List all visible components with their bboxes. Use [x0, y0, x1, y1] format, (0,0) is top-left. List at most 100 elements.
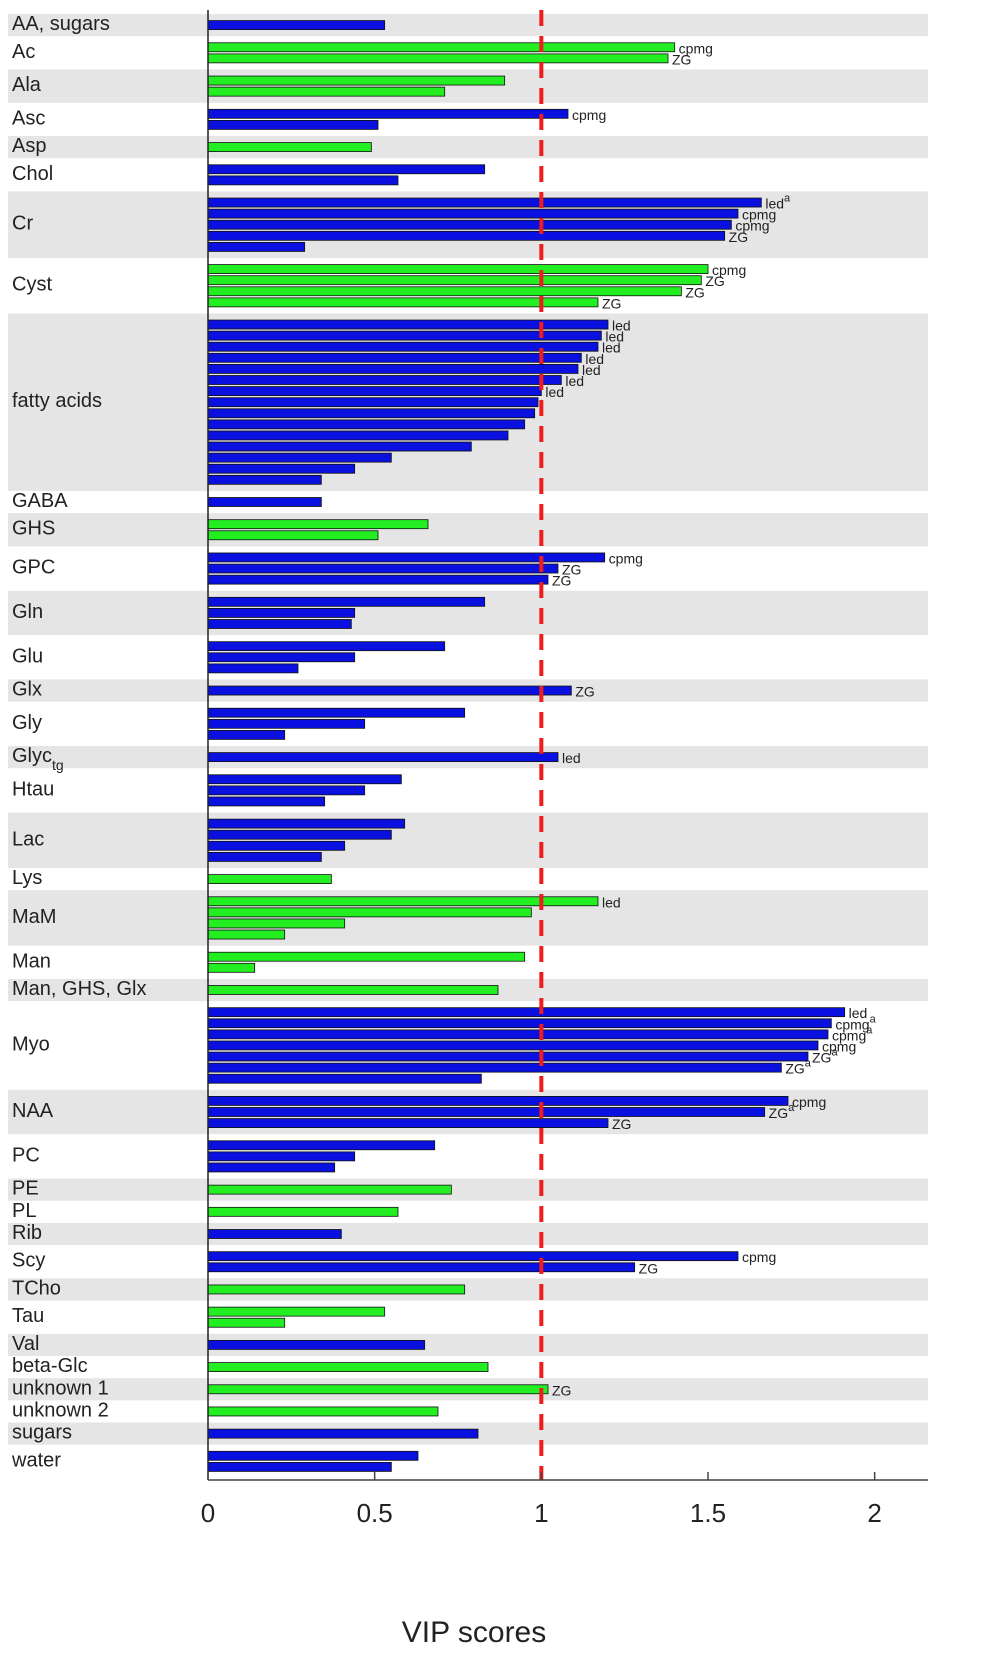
- bar: [207, 962, 256, 973]
- bar-note: ZG: [552, 1382, 571, 1398]
- bar-note: led: [602, 894, 621, 910]
- x-tick-label: 1: [534, 1498, 548, 1528]
- bar-note-text: cpmg: [822, 1038, 856, 1054]
- x-axis-label: VIP scores: [402, 1616, 547, 1649]
- group-label: Glx: [12, 679, 42, 701]
- bar: [207, 197, 762, 208]
- bar: [207, 918, 346, 929]
- bar-note-text: led: [565, 373, 584, 389]
- bar-note-text: ZG: [639, 1260, 658, 1276]
- group-label-text: unknown 1: [12, 1378, 109, 1400]
- bar-note: ZG: [729, 229, 748, 245]
- bar: [207, 574, 549, 585]
- bar: [207, 53, 669, 64]
- group-label: GPC: [12, 557, 55, 579]
- bar: [207, 608, 356, 618]
- bar: [207, 1406, 439, 1417]
- bar-note-text: ZG: [785, 1060, 804, 1076]
- bar-note-text: ZG: [602, 295, 621, 311]
- bar-note: led: [565, 373, 584, 389]
- group-label-text: Ala: [12, 74, 42, 96]
- bar: [207, 430, 509, 441]
- group-label-text: Glx: [12, 679, 42, 701]
- bar-note: ZG: [552, 572, 571, 588]
- bar: [207, 907, 532, 918]
- bar: [207, 951, 526, 962]
- bar: [207, 730, 286, 740]
- bar-note-text: led: [602, 339, 621, 355]
- stripe: [8, 812, 928, 868]
- group-label: Lac: [12, 829, 44, 851]
- group-label: PL: [12, 1200, 36, 1222]
- bar-note-sup: a: [788, 1102, 795, 1114]
- bar: [207, 364, 579, 374]
- bar: [207, 419, 526, 430]
- group-label: Asc: [12, 108, 45, 130]
- bar-note: leda: [765, 192, 791, 211]
- bar-note-text: ZG: [705, 273, 724, 289]
- bar-note-text: ZG: [562, 561, 581, 577]
- bar: [207, 1140, 436, 1151]
- group-label-text: fatty acids: [12, 390, 102, 412]
- stripe: [8, 1178, 928, 1201]
- group-label: Ala: [12, 74, 42, 96]
- group-label: Glyctg: [12, 745, 64, 772]
- group-label: Scy: [12, 1250, 45, 1272]
- group-label-text: water: [11, 1450, 61, 1472]
- bar-note: ZG: [602, 295, 621, 311]
- bar: [207, 1206, 399, 1217]
- group-label: Htau: [12, 779, 54, 801]
- bar: [207, 519, 429, 530]
- bar: [207, 1284, 466, 1295]
- bar-note: ZG: [705, 273, 724, 289]
- bar: [207, 1184, 452, 1195]
- bar: [207, 1462, 392, 1472]
- bar: [207, 1362, 489, 1372]
- group-label-text: beta-Glc: [12, 1355, 88, 1377]
- bar-note: led: [849, 1005, 868, 1021]
- bar: [207, 718, 366, 729]
- group-label-text: Htau: [12, 779, 54, 801]
- x-tick-label: 0.5: [357, 1498, 393, 1528]
- bar: [207, 829, 392, 840]
- bar-note-sup: a: [870, 1013, 877, 1025]
- stripe: [8, 1333, 928, 1356]
- bar-note-sup: a: [805, 1058, 812, 1070]
- group-label: Tau: [12, 1305, 44, 1327]
- bar-note: ZG: [612, 1116, 631, 1132]
- bar: [207, 1151, 356, 1162]
- stripe: [8, 1222, 928, 1246]
- bar: [207, 1162, 336, 1173]
- bar-note-text: cpmg: [742, 1249, 776, 1265]
- bar-note: ZGa: [812, 1046, 838, 1065]
- bar: [207, 1229, 342, 1239]
- x-tick-label: 2: [867, 1498, 881, 1528]
- group-label-text: Asc: [12, 108, 45, 130]
- group-label-text: Lys: [12, 867, 42, 889]
- bar-note-text: cpmg: [835, 1016, 869, 1032]
- bar-note: cpmg: [609, 550, 643, 566]
- bar-note-text: ZG: [552, 572, 571, 588]
- group-label: Val: [12, 1333, 39, 1355]
- bar-note: cpmg: [679, 40, 713, 56]
- bar: [207, 796, 326, 807]
- bar: [207, 1428, 479, 1439]
- bar: [207, 474, 322, 485]
- bar-note: ZGa: [769, 1102, 795, 1121]
- bar-note: ZG: [672, 51, 691, 67]
- bar-note-text: led: [545, 384, 564, 400]
- group-label-text: TCho: [12, 1278, 61, 1300]
- bar: [207, 840, 346, 851]
- bar-note-text: cpmg: [792, 1094, 826, 1110]
- group-label: GHS: [12, 518, 55, 540]
- bar-note: led: [582, 362, 601, 378]
- bar-note: cpmg: [792, 1094, 826, 1110]
- bar: [207, 42, 676, 53]
- bar-note-text: ZG: [685, 284, 704, 300]
- bar-note-text: ZG: [812, 1049, 831, 1065]
- bar: [207, 1051, 809, 1062]
- bar-note-text: cpmg: [572, 107, 606, 123]
- group-label: Ac: [12, 41, 35, 63]
